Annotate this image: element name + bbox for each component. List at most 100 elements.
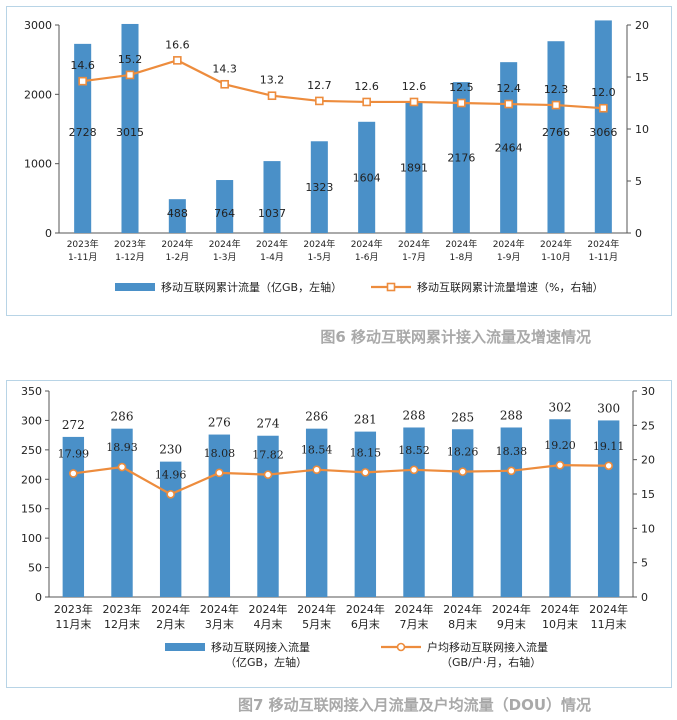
line-point-marker	[125, 70, 135, 80]
category-label: 1-4月	[260, 252, 284, 263]
category-label: 1-3月	[213, 252, 237, 263]
bar-value-label: 230	[159, 443, 182, 457]
line-point-marker	[409, 97, 419, 107]
left-tick-label: 0	[35, 591, 42, 604]
category-label: 2024年	[161, 238, 193, 250]
category-label: 1-12月	[115, 252, 144, 263]
legend-bar-swatch	[165, 643, 205, 651]
line-point-marker	[117, 462, 127, 472]
left-tick-label: 100	[21, 532, 42, 545]
right-tick-label: 0	[635, 227, 642, 240]
left-tick-label: 3000	[24, 19, 52, 32]
bar-value-label: 2728	[69, 126, 97, 139]
line-value-label: 14.3	[212, 62, 237, 75]
right-tick-label: 25	[641, 419, 655, 432]
category-label: 2024年	[151, 602, 190, 616]
line-value-label: 12.6	[354, 80, 379, 93]
bar-value-label: 3066	[589, 126, 617, 139]
category-label: 11月末	[55, 617, 91, 631]
legend-line-label: 户均移动互联网接入流量	[427, 640, 548, 654]
category-label: 1-7月	[402, 252, 426, 263]
category-label: 1-11月	[68, 252, 97, 263]
category-label: 3月末	[205, 617, 234, 631]
category-label: 1-10月	[541, 252, 570, 263]
bar-value-label: 1891	[400, 161, 428, 174]
left-tick-label: 50	[28, 562, 42, 575]
bar-value-label: 286	[111, 410, 134, 424]
line-value-label: 16.6	[165, 38, 190, 51]
bar-value-label: 2766	[542, 126, 570, 139]
legend-line-label: （GB/户·月，右轴）	[441, 655, 541, 669]
category-label: 1-11月	[589, 252, 618, 263]
line-value-label: 18.08	[204, 447, 236, 460]
bar-value-label: 764	[214, 207, 235, 220]
right-tick-label: 10	[635, 123, 649, 136]
line-value-label: 17.82	[252, 449, 284, 462]
bar	[159, 461, 182, 597]
line-value-label: 18.93	[106, 441, 138, 454]
category-label: 1-8月	[449, 252, 473, 263]
category-label: 2024年	[492, 602, 531, 616]
line-point-marker	[69, 469, 78, 478]
right-tick-label: 20	[635, 19, 649, 32]
category-label: 2024年	[443, 602, 482, 616]
bar	[549, 419, 571, 597]
category-label: 6月末	[351, 617, 380, 631]
bar-value-label: 288	[500, 408, 523, 422]
category-label: 2024年	[395, 602, 434, 616]
bar-value-label: 272	[62, 418, 85, 432]
left-tick-label: 300	[21, 414, 42, 427]
line-point-marker	[604, 461, 613, 471]
bar-value-label: 281	[354, 413, 377, 427]
bar	[452, 82, 470, 233]
line-point-marker	[78, 76, 87, 86]
bar	[358, 121, 376, 233]
left-tick-label: 2000	[24, 88, 52, 101]
left-tick-label: 250	[21, 444, 42, 457]
left-tick-label: 0	[45, 227, 52, 240]
right-tick-label: 5	[635, 175, 642, 188]
category-label: 2024年	[297, 602, 336, 616]
line-value-label: 17.99	[58, 447, 90, 460]
bar	[263, 161, 281, 233]
line-value-label: 18.54	[301, 444, 333, 457]
line-value-label: 13.2	[260, 74, 285, 87]
line-point-marker	[220, 79, 229, 89]
chart-caption-fig6: 图6 移动互联网累计接入流量及增速情况	[320, 328, 591, 346]
line-point-marker	[362, 97, 371, 107]
bar	[597, 420, 620, 597]
category-label: 2024年	[398, 238, 430, 250]
line-point-marker	[263, 470, 273, 479]
category-label: 11月末	[591, 617, 627, 631]
category-label: 7月末	[400, 617, 429, 631]
category-label: 8月末	[448, 617, 477, 631]
monthly-traffic-chart: 0 50 100 150 200 250 300 350 0 5 10 15 20 25 30 272 286 2…	[21, 385, 655, 669]
category-label: 2023年	[114, 238, 146, 250]
line-value-label: 19.20	[544, 439, 576, 452]
category-label: 2024年	[540, 238, 572, 250]
line-value-label: 12.4	[496, 82, 521, 95]
category-label: 2023年	[67, 238, 99, 250]
right-tick-label: 10	[641, 522, 655, 535]
chart-caption-fig7: 图7 移动互联网接入月流量及户均流量（DOU）情况	[237, 696, 591, 714]
category-label: 2024年	[493, 238, 525, 250]
line-point-marker	[312, 465, 321, 474]
bar-value-label: 302	[549, 400, 572, 414]
bar	[310, 141, 328, 233]
left-tick-label: 350	[21, 385, 42, 398]
category-label: 2024年	[200, 602, 239, 616]
chart-panel-cumulative: 0 1000 2000 3000 0 5 10 15 20 2728 3015 488 764 1037 1…	[6, 6, 672, 316]
bar	[62, 436, 85, 597]
bar-value-label: 285	[451, 410, 474, 424]
bar-value-label: 1323	[305, 181, 333, 194]
bar-value-label: 286	[305, 410, 328, 424]
bar	[547, 41, 565, 233]
bar	[257, 435, 279, 597]
line-point-marker	[504, 99, 513, 109]
category-label: 9月末	[497, 617, 526, 631]
bar	[74, 43, 92, 233]
line-point-marker	[166, 489, 175, 499]
chart-panel-monthly: 0 50 100 150 200 250 300 350 0 5 10 15 20 25 30 272 286 2…	[6, 380, 672, 688]
bar-value-label: 2176	[447, 152, 475, 165]
right-tick-label: 0	[641, 591, 648, 604]
